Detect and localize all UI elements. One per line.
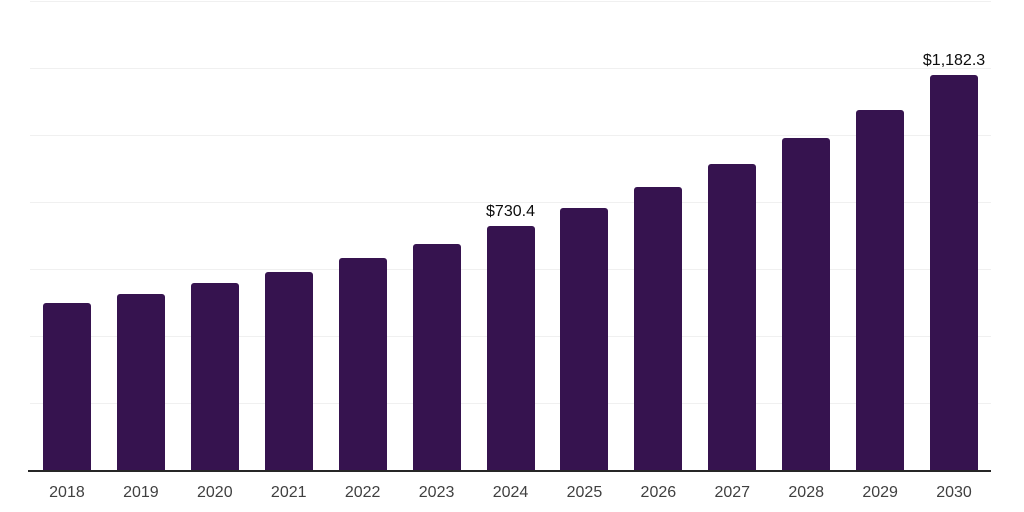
gridline-1000: [30, 135, 991, 136]
x-axis-label-2029: 2029: [862, 484, 898, 501]
x-axis-label-2021: 2021: [270, 484, 307, 501]
x-axis-label-2028: 2028: [788, 484, 824, 501]
x-axis-label-2022: 2022: [344, 484, 381, 501]
bar-2024: [486, 226, 535, 471]
bar-2027: [708, 164, 757, 471]
x-axis-label-2020: 2020: [197, 484, 233, 501]
bar-2018: [42, 302, 91, 471]
gridline-800: [30, 202, 991, 203]
bar-2025: [560, 208, 609, 471]
x-axis-label-2019: 2019: [123, 484, 159, 501]
bar-2030: [930, 74, 979, 471]
x-axis-label-2030: 2030: [936, 484, 972, 501]
x-axis-line: [28, 470, 991, 472]
bar-value-label-2024: $730.4: [486, 203, 535, 221]
bar-value-label-2030: $1,182.3: [922, 51, 986, 69]
x-axis-label-2027: 2027: [714, 484, 751, 501]
x-axis-label-2023: 2023: [418, 484, 455, 501]
x-axis-label-2024: 2024: [492, 484, 529, 501]
bar-2029: [856, 109, 905, 471]
bar-2023: [412, 243, 461, 471]
bar-2028: [782, 138, 831, 471]
x-axis-label-2025: 2025: [566, 484, 603, 501]
plot-area: $730.4 $1,182.3: [30, 1, 991, 471]
bar-2022: [338, 257, 387, 471]
bar-2020: [190, 282, 239, 471]
gridline-1200: [30, 68, 991, 69]
x-axis-label-2018: 2018: [49, 484, 85, 501]
x-axis-label-2026: 2026: [640, 484, 677, 501]
bar-2026: [634, 187, 683, 471]
bar-2021: [264, 271, 313, 471]
bar-2019: [116, 293, 165, 471]
gridline-1400: [30, 1, 991, 2]
